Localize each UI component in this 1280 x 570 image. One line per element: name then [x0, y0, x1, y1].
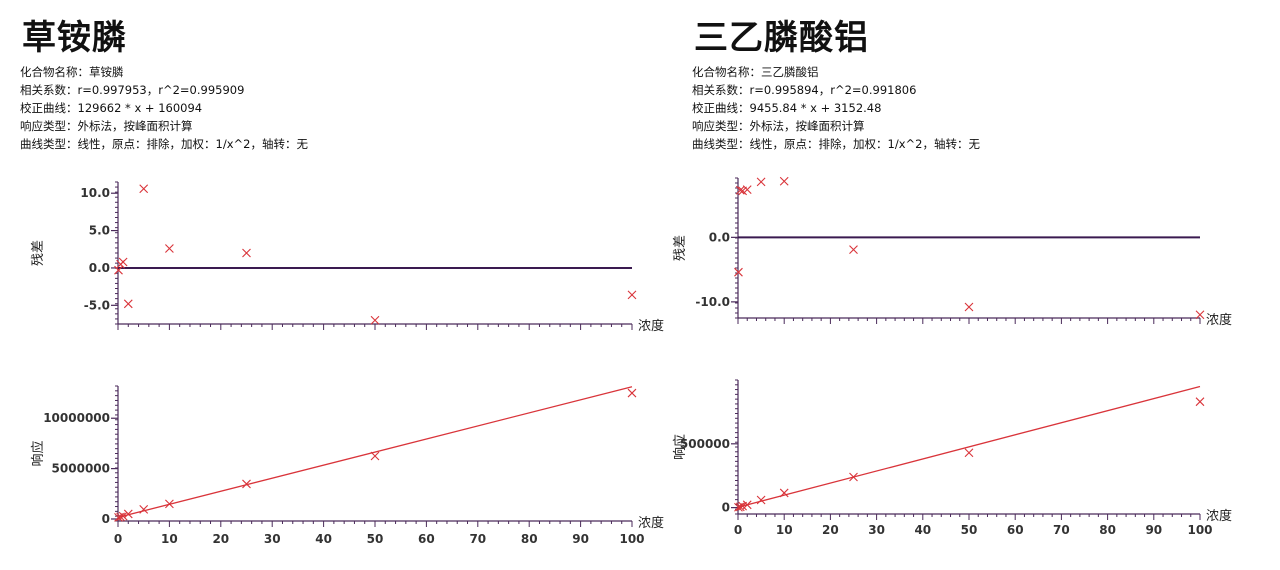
y-tick-label: 0.0 [709, 230, 730, 244]
compound-info: 化合物名称：草铵膦 相关系数：r=0.997953，r^2=0.995909 校… [20, 63, 308, 153]
x-tick-label: 70 [469, 532, 486, 546]
data-point-marker [1195, 310, 1205, 320]
data-point-marker [756, 177, 766, 187]
y-tick-label: 500000 [680, 437, 730, 451]
y-tick-label: -5.0 [84, 298, 110, 312]
data-point-marker [123, 509, 133, 519]
y-tick-label: 0.0 [89, 261, 110, 275]
x-tick-label: 0 [734, 523, 742, 537]
x-tick-label: 20 [212, 532, 229, 546]
data-point-marker [1195, 397, 1205, 407]
y-tick-label: 5000000 [52, 462, 110, 476]
data-point-marker [242, 248, 251, 258]
x-tick-label: 90 [572, 532, 589, 546]
x-tick-label: 80 [1099, 523, 1116, 537]
data-point-marker [735, 185, 745, 195]
meta-compound-name: 化合物名称：草铵膦 [20, 65, 124, 79]
x-tick-label: 60 [1007, 523, 1024, 537]
data-point-marker [139, 184, 149, 194]
data-point-marker [370, 451, 380, 461]
data-point-marker [742, 185, 752, 195]
chart-area-glufosinate: 10.0 5.0 0.0 -5.0 浓度 残差 10000000 5000000 00 10 20 3… [30, 181, 664, 546]
data-point-marker [779, 176, 789, 186]
x-tick-label: 70 [1053, 523, 1070, 537]
chart-area-fosetyl-aluminium: 0.0 -10.0 浓度 残差 500000 00 10 20 30 40 50 60 70 80 90 10… [672, 176, 1232, 537]
y-axis-title: 响应 [672, 434, 688, 460]
data-point-marker [734, 267, 743, 277]
meta-calibration-curve: 校正曲线：9455.84 * x + 3152.48 [692, 101, 882, 115]
x-tick-label: 50 [961, 523, 978, 537]
data-point-marker [118, 511, 128, 521]
data-point-marker [849, 245, 858, 255]
x-tick-label: 30 [868, 523, 885, 537]
x-axis-title: 浓度 [1206, 508, 1232, 524]
y-tick-label: 10000000 [43, 411, 110, 425]
y-tick-label: 10.0 [80, 186, 110, 200]
data-point-marker [370, 315, 380, 325]
y-axis-title: 残差 [31, 240, 46, 266]
y-tick-label: 5.0 [89, 224, 110, 238]
x-tick-label: 0 [114, 532, 122, 546]
data-point-marker [849, 472, 858, 482]
data-point-marker [118, 257, 128, 267]
meta-curve-type: 曲线类型：线性，原点：排除，加权：1/x^2，轴转：无 [20, 137, 308, 151]
y-tick-label: 0 [722, 501, 730, 515]
x-tick-label: 30 [264, 532, 281, 546]
meta-response-type: 响应类型：外标法，按峰面积计算 [692, 119, 865, 133]
calibration-fit-line [117, 386, 633, 519]
x-tick-label: 40 [315, 532, 332, 546]
x-tick-label: 80 [521, 532, 538, 546]
data-point-marker [627, 290, 637, 300]
x-axis-title: 浓度 [1206, 312, 1232, 328]
y-tick-label: 0 [102, 512, 110, 526]
data-point-marker [242, 479, 251, 489]
x-tick-label: 90 [1145, 523, 1162, 537]
meta-correlation: 相关系数：r=0.995894，r^2=0.991806 [692, 83, 917, 97]
x-tick-label: 100 [619, 532, 644, 546]
compound-info: 化合物名称：三乙膦酸铝 相关系数：r=0.995894，r^2=0.991806… [692, 63, 980, 153]
x-tick-label: 50 [367, 532, 384, 546]
x-tick-label: 40 [914, 523, 931, 537]
y-axis-title: 响应 [30, 440, 46, 466]
meta-response-type: 响应类型：外标法，按峰面积计算 [20, 119, 193, 133]
data-point-marker [116, 512, 125, 522]
data-point-marker [627, 388, 637, 398]
compound-title: 草铵膦 [22, 18, 127, 58]
x-tick-label: 10 [776, 523, 793, 537]
data-point-marker [114, 265, 123, 275]
meta-compound-name: 化合物名称：三乙膦酸铝 [692, 65, 819, 79]
x-tick-label: 60 [418, 532, 435, 546]
meta-calibration-curve: 校正曲线：129662 * x + 160094 [20, 101, 203, 115]
compound-title: 三乙膦酸铝 [694, 18, 869, 58]
data-point-marker [123, 299, 133, 309]
panel-glufosinate: 草铵膦 化合物名称：草铵膦 相关系数：r=0.997953，r^2=0.9959… [20, 0, 664, 570]
panel-fosetyl-aluminium: 三乙膦酸铝 化合物名称：三乙膦酸铝 相关系数：r=0.995894，r^2=0.… [672, 0, 1280, 570]
data-point-marker [756, 495, 766, 505]
calibration-fit-line [737, 385, 1201, 508]
x-tick-label: 20 [822, 523, 839, 537]
x-axis-title: 浓度 [638, 318, 664, 334]
y-axis-title: 残差 [673, 235, 688, 261]
data-point-marker [779, 488, 789, 498]
x-axis-title: 浓度 [638, 515, 664, 531]
x-tick-label: 100 [1187, 523, 1212, 537]
y-tick-label: -10.0 [695, 295, 730, 309]
data-point-marker [139, 505, 149, 514]
data-point-marker [964, 302, 974, 312]
meta-correlation: 相关系数：r=0.997953，r^2=0.995909 [20, 83, 245, 97]
x-tick-label: 10 [161, 532, 178, 546]
data-point-marker [165, 499, 174, 509]
data-point-marker [964, 448, 974, 458]
data-point-marker [742, 500, 752, 510]
data-point-marker [165, 244, 174, 253]
data-point-marker [735, 502, 745, 512]
meta-curve-type: 曲线类型：线性，原点：排除，加权：1/x^2，轴转：无 [692, 137, 980, 151]
